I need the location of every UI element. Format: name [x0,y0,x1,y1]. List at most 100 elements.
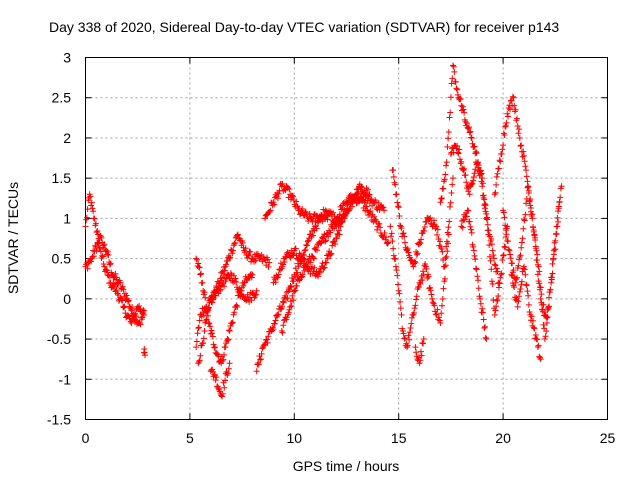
data-point [488,241,495,248]
data-point [380,204,387,211]
data-point [468,229,475,236]
x-tick-label: 20 [495,430,511,446]
data-point [417,357,424,364]
x-tick-label: 15 [391,430,407,446]
data-point [470,177,477,184]
data-point [490,252,497,259]
data-point [435,314,442,321]
data-point [103,247,110,254]
data-point [493,265,500,272]
data-point [489,281,496,288]
data-point [294,269,301,276]
data-point [234,231,241,238]
data-point [388,233,395,240]
data-point [195,360,202,367]
data-point [443,162,450,169]
data-point [516,126,523,133]
data-point [281,259,288,266]
data-point [197,352,204,359]
data-point [437,319,444,326]
data-point [529,211,536,218]
data-point [443,253,450,260]
data-point [242,245,249,252]
data-point [471,170,478,177]
data-point [249,271,256,278]
data-point [445,135,452,142]
data-point [462,172,469,179]
data-point [479,309,486,316]
data-point [523,173,530,180]
data-point [494,170,501,177]
data-point [313,225,320,232]
data-point [395,287,402,294]
data-point [221,384,228,391]
data-point [128,307,135,314]
data-point [392,263,399,270]
data-point [460,106,467,113]
data-point [413,293,420,300]
data-point [453,85,460,92]
data-point [447,151,454,158]
data-point [530,223,537,230]
data-point [533,247,540,254]
data-point [222,377,229,384]
data-point [549,270,556,277]
data-point [415,284,422,291]
data-point [233,279,240,286]
data-point [522,163,529,170]
x-tick-label: 10 [287,430,303,446]
data-point [97,248,104,255]
data-point [393,191,400,198]
data-point [507,255,514,262]
data-point [324,255,331,262]
data-point [371,213,378,220]
data-point [496,157,503,164]
data-point [279,303,286,310]
data-point [221,351,228,358]
data-point [502,244,509,251]
data-point [398,225,405,232]
data-point [193,255,200,262]
data-point [280,299,287,306]
data-point [107,279,114,286]
data-point [553,223,560,230]
data-point [536,268,543,275]
data-point [358,183,365,190]
data-point [417,348,424,355]
data-point [513,276,520,283]
data-point [216,287,223,294]
data-point [292,245,299,252]
data-point [265,333,272,340]
data-point [421,228,428,235]
data-point [412,344,419,351]
data-point [454,91,461,98]
data-point [446,218,453,225]
data-point [318,239,325,246]
data-point [104,251,111,258]
data-point [207,323,214,330]
data-point [534,256,541,263]
data-point [278,328,285,335]
data-point [550,255,557,262]
data-point [296,250,303,257]
data-point [470,243,477,250]
data-point [302,208,309,215]
data-point [438,245,445,252]
data-point [264,339,271,346]
data-point [359,184,366,191]
data-point [275,190,282,197]
data-point [218,393,225,400]
data-point [438,310,445,317]
data-point [450,63,457,70]
data-point [540,301,547,308]
data-point [444,248,451,255]
data-point [500,142,507,149]
data-point [209,330,216,337]
data-point [405,249,412,256]
data-point [516,134,523,141]
data-point [541,309,548,316]
data-point [504,110,511,117]
data-point [466,129,473,136]
data-point [221,283,228,290]
data-point [547,286,554,293]
